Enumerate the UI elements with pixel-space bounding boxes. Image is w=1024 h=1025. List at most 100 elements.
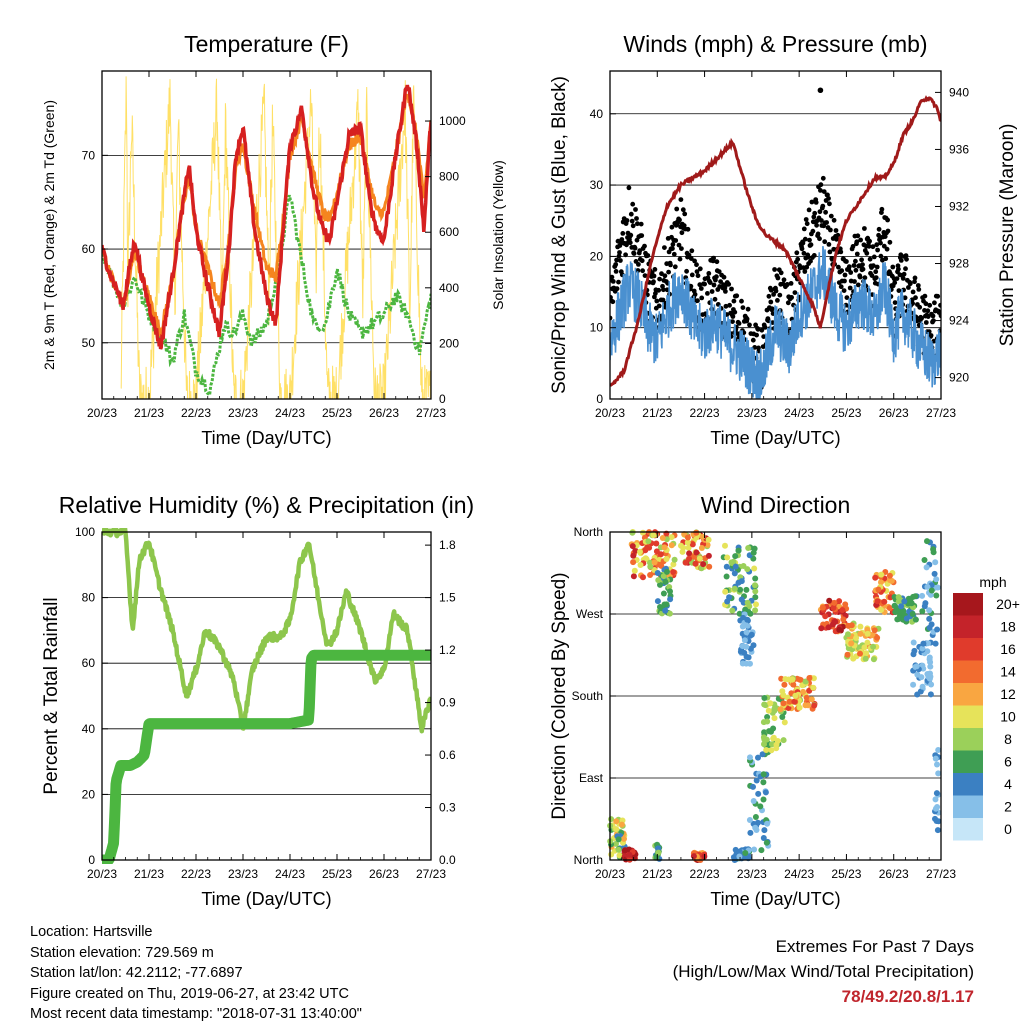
gust-point: [808, 242, 814, 248]
direction-point: [629, 529, 636, 536]
x-tick-label: 27/23: [926, 867, 956, 881]
direction-point: [640, 574, 646, 581]
direction-point: [881, 598, 888, 605]
gust-point: [817, 236, 822, 242]
gust-point: [925, 308, 931, 314]
direction-point: [908, 600, 915, 607]
gust-point: [874, 242, 880, 248]
y-tick-label: 80: [82, 591, 96, 605]
gust-point: [870, 244, 876, 250]
gust-point: [613, 262, 619, 267]
gust-point: [831, 246, 837, 252]
colorbar-swatch: [953, 773, 983, 796]
direction-point: [667, 588, 673, 595]
gust-point: [671, 251, 677, 257]
direction-point: [761, 741, 767, 748]
gust-point: [730, 319, 735, 324]
y-tick-label: 70: [82, 148, 96, 162]
gust-point: [768, 287, 774, 293]
x-tick-label: 26/23: [879, 406, 909, 420]
gust-point: [711, 255, 716, 261]
gust-point: [853, 258, 858, 264]
direction-point: [765, 707, 772, 714]
gust-point: [828, 213, 834, 219]
direction-point: [769, 741, 775, 748]
x-tick-label: 26/23: [369, 406, 399, 420]
direction-point: [892, 603, 899, 610]
gust-point: [697, 266, 703, 272]
gust-point: [723, 289, 728, 294]
gust-point: [712, 296, 718, 302]
direction-point: [696, 555, 703, 562]
gust-point: [685, 226, 691, 232]
direction-point: [630, 559, 637, 566]
gust-point: [633, 207, 638, 212]
gust-point: [912, 279, 917, 285]
x-tick-label: 22/23: [690, 406, 720, 420]
gust-point: [631, 251, 637, 256]
x-tick-label: 26/23: [879, 867, 909, 881]
gust-point: [634, 216, 639, 221]
direction-point: [790, 681, 797, 688]
direction-point: [753, 601, 759, 608]
direction-point: [928, 621, 935, 628]
gust-point: [878, 253, 884, 259]
direction-point: [678, 542, 684, 549]
gust-point: [869, 273, 875, 278]
direction-point: [780, 700, 787, 707]
direction-point: [693, 529, 700, 536]
direction-point: [731, 585, 738, 592]
gust-point: [932, 300, 937, 306]
x-tick-label: 27/23: [926, 406, 956, 420]
gust-point: [873, 275, 879, 280]
direction-point: [613, 818, 620, 825]
gust-point: [907, 281, 913, 287]
gust-point: [867, 256, 873, 262]
direction-point: [848, 640, 855, 647]
direction-point: [878, 571, 885, 578]
direction-point: [761, 827, 768, 834]
y-tick-label: 60: [82, 656, 96, 670]
gust-point: [610, 299, 616, 305]
gust-point: [827, 249, 833, 255]
direction-point: [927, 691, 934, 698]
gust-point: [638, 221, 644, 227]
direction-point: [651, 559, 658, 566]
plot-area: [102, 76, 431, 399]
direction-point: [747, 829, 754, 836]
direction-point: [670, 561, 677, 568]
gust-point: [784, 282, 790, 287]
colorbar-label: 2: [1004, 799, 1012, 815]
x-tick-label: 25/23: [831, 867, 861, 881]
direction-point: [667, 596, 674, 603]
gust-point: [794, 250, 800, 256]
direction-point: [690, 553, 697, 560]
y-right-tick-label: 1.8: [439, 538, 456, 552]
gust-point: [841, 288, 847, 293]
direction-point: [630, 552, 637, 559]
colorbar-title: mph: [979, 574, 1006, 590]
x-tick-label: 20/23: [595, 406, 625, 420]
direction-point: [928, 587, 935, 594]
x-tick-label: 21/23: [642, 867, 672, 881]
station-info: Location: Hartsville Station elevation: …: [30, 922, 362, 1025]
direction-point: [637, 548, 643, 555]
gust-point: [887, 239, 893, 245]
gust-point: [726, 281, 732, 287]
gust-point: [642, 273, 648, 278]
gust-point: [623, 252, 628, 258]
direction-point: [723, 573, 730, 580]
x-tick-label: 20/23: [87, 867, 117, 881]
gust-point: [867, 238, 872, 244]
gust-point: [848, 270, 854, 275]
gust-point: [882, 234, 888, 240]
direction-point: [742, 606, 749, 613]
gust-point: [617, 250, 622, 255]
colorbar-label: 16: [1000, 641, 1016, 657]
gust-point: [624, 218, 630, 223]
gust-point: [823, 209, 828, 215]
direction-point: [751, 846, 758, 853]
direction-point: [925, 640, 931, 647]
direction-point: [785, 705, 792, 711]
direction-point: [750, 798, 757, 804]
